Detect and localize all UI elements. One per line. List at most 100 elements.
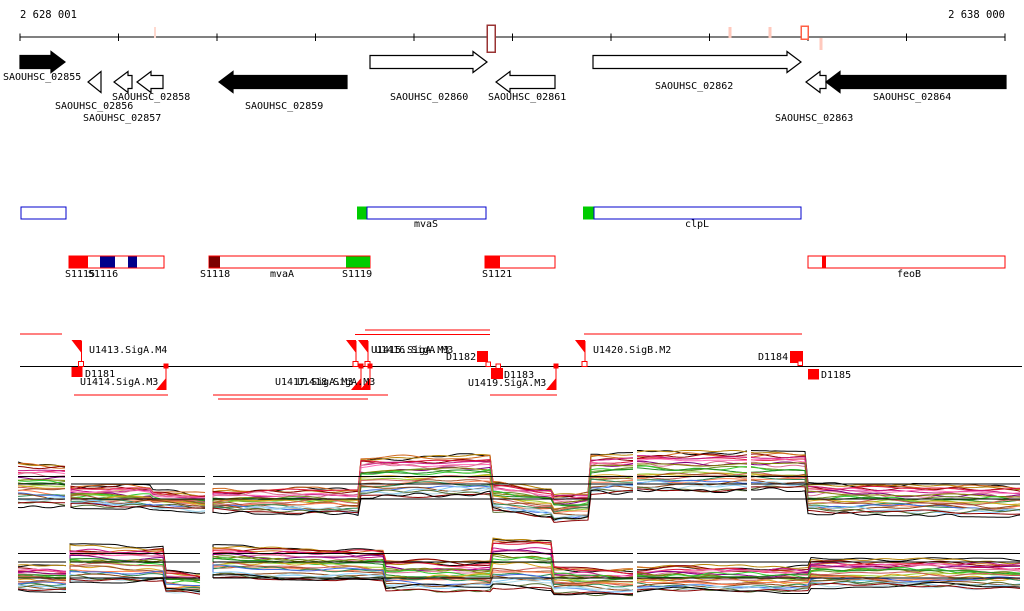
expression-profile-line — [17, 453, 1021, 513]
expression-profile-line — [17, 460, 1021, 513]
operon-segment[interactable] — [209, 256, 220, 268]
operon-label: S1121 — [482, 269, 512, 280]
gene-arrow[interactable] — [113, 70, 133, 94]
operon-segment[interactable] — [69, 256, 88, 268]
gene-label: SAOUHSC_02864 — [873, 92, 951, 103]
expression-profile-line — [18, 572, 1021, 597]
expression-profile-line — [17, 574, 1021, 596]
gene-label: SAOUHSC_02863 — [775, 113, 853, 124]
gene-label: SAOUHSC_02857 — [83, 113, 161, 124]
transcript-box[interactable] — [593, 206, 802, 220]
tss-up-flag-icon[interactable] — [358, 340, 368, 353]
gene-label: SAOUHSC_02862 — [655, 81, 733, 92]
gene-arrow[interactable] — [87, 70, 102, 94]
tss-label: U1414.SigA.M3 — [80, 377, 158, 388]
operon-segment[interactable] — [128, 256, 137, 268]
terminator-label: D1185 — [821, 370, 851, 381]
transcript-track: mvaS clpL — [20, 206, 802, 230]
terminator-site-square[interactable] — [485, 361, 491, 367]
operon-label: S1119 — [342, 269, 372, 280]
transcript-start-block[interactable] — [583, 206, 594, 220]
gene-label: SAOUHSC_02855 — [3, 72, 81, 83]
terminator-box[interactable] — [477, 351, 488, 362]
tss-label: U1417.SigA.M3 — [275, 377, 353, 388]
ruler-start-label: 2 628 001 — [20, 9, 77, 21]
tss-down-flag-icon[interactable] — [351, 378, 361, 390]
operon-segment[interactable] — [346, 256, 370, 268]
tss-label: U1416.SigA.M3 — [375, 345, 453, 356]
terminator-label: D1184 — [758, 352, 788, 363]
terminator-box[interactable] — [71, 367, 83, 377]
operon-label: S1116 — [88, 269, 118, 280]
tss-up-flag-icon[interactable] — [71, 340, 82, 353]
tss-label: U1415.SigA.M3 — [371, 345, 449, 356]
expression-profile-line — [17, 564, 1021, 593]
transcript-label: mvaS — [414, 219, 438, 230]
terminator-label: D1181 — [85, 369, 115, 380]
gene-arrow[interactable] — [592, 50, 802, 74]
tss-site-square[interactable] — [352, 361, 359, 367]
tss-site-square[interactable] — [78, 361, 84, 367]
tss-site-square-filled[interactable] — [367, 363, 373, 369]
gene-arrow[interactable] — [136, 70, 164, 94]
operon-segment[interactable] — [822, 256, 826, 268]
terminator-label: D1182 — [446, 352, 476, 363]
transcript-box[interactable] — [366, 206, 487, 220]
expression-profile-line — [17, 538, 1021, 582]
expression-profile-line — [17, 576, 1021, 595]
expression-profile-line — [17, 537, 1021, 582]
expression-profile-line — [17, 472, 1021, 513]
tss-label: U1418.SigA.M3 — [297, 377, 375, 388]
operon-label: feoB — [897, 269, 921, 280]
transcript-start-block[interactable] — [357, 206, 367, 220]
terminator-box[interactable] — [790, 351, 803, 363]
transcript-box[interactable] — [20, 206, 67, 220]
gene-arrow[interactable] — [825, 70, 1007, 94]
terminator-site-square[interactable] — [797, 360, 803, 366]
gene-arrow[interactable] — [805, 70, 827, 94]
tss-down-flag-icon[interactable] — [546, 378, 556, 390]
terminator-site-square[interactable] — [495, 363, 501, 369]
tss-down-flag-icon[interactable] — [360, 378, 370, 390]
gene-label: SAOUHSC_02856 — [55, 101, 133, 112]
gene-arrow[interactable] — [495, 70, 556, 94]
tss-down-flag-icon[interactable] — [156, 378, 166, 390]
operon-label: mvaA — [270, 269, 294, 280]
tss-up-flag-icon[interactable] — [575, 340, 585, 353]
expression-profile-line — [18, 458, 1021, 513]
operon-box[interactable] — [208, 255, 371, 269]
tss-site-square-filled[interactable] — [163, 363, 169, 369]
expression-profile-line — [17, 452, 1021, 513]
variant-box-mark[interactable] — [486, 24, 496, 53]
gene-arrow[interactable] — [369, 50, 488, 74]
transcript-label: clpL — [685, 219, 709, 230]
tss-site-square[interactable] — [581, 361, 588, 367]
expression-profile-line — [17, 465, 1021, 513]
variant-box-mark[interactable] — [800, 25, 809, 40]
operon-segment[interactable] — [485, 256, 500, 268]
gene-arrow[interactable] — [19, 50, 66, 74]
operon-box[interactable] — [807, 255, 1006, 269]
gene-label: SAOUHSC_02859 — [245, 101, 323, 112]
terminator-box[interactable] — [808, 369, 819, 380]
terminator-box[interactable] — [491, 368, 503, 379]
tss-label: U1419.SigA.M3 — [468, 378, 546, 389]
tss-up-flag-icon[interactable] — [346, 340, 356, 353]
tss-site-square-filled[interactable] — [553, 363, 559, 369]
gene-label: SAOUHSC_02861 — [488, 92, 566, 103]
operon-label: S1118 — [200, 269, 230, 280]
expression-profile-line — [17, 565, 1021, 590]
expression-profile-line — [17, 573, 1021, 594]
terminator-label: D1183 — [504, 370, 534, 381]
expression-track-2 — [17, 537, 1021, 597]
tss-label: U1413.SigA.M4 — [89, 345, 167, 356]
operon-segment[interactable] — [100, 256, 115, 268]
gene-label: SAOUHSC_02860 — [390, 92, 468, 103]
gene-arrow[interactable] — [218, 70, 348, 94]
tss-site-square-filled[interactable] — [358, 363, 364, 369]
